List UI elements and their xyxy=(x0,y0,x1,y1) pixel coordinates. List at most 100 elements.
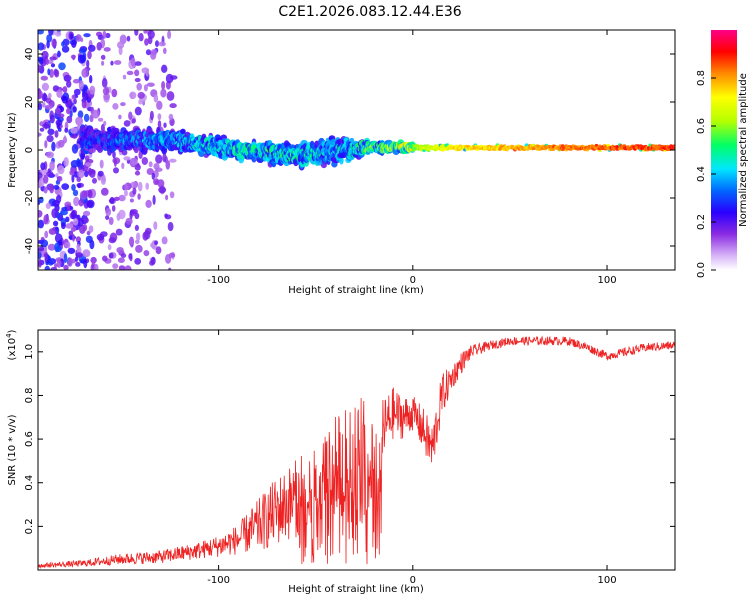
spectrogram-cell xyxy=(44,104,53,110)
spectrogram-cell xyxy=(129,253,133,262)
spectrogram-cell xyxy=(62,86,68,93)
spectrogram-cell xyxy=(88,225,94,233)
spectrogram-x-ticks: -100 0 100 xyxy=(207,30,617,286)
spectrogram-cell xyxy=(124,183,129,191)
spectrogram-cell xyxy=(83,113,90,123)
spectrogram-cell xyxy=(116,247,124,254)
spectrogram-cell xyxy=(134,239,140,244)
spectrogram-cell xyxy=(149,110,154,121)
spectrogram-cell xyxy=(56,194,62,204)
spectrogram-cell xyxy=(49,114,55,124)
spectrogram-cell xyxy=(55,173,59,178)
spectrogram-cell xyxy=(44,230,49,239)
spectrogram-cell xyxy=(78,48,87,54)
spectrogram-cell xyxy=(51,141,56,152)
spectrogram-cell xyxy=(72,106,77,113)
x-tick-label: -100 xyxy=(207,275,230,286)
spectrogram-cell xyxy=(134,69,140,77)
spectrogram-cell xyxy=(53,263,58,268)
spectrogram-cell xyxy=(142,231,149,241)
spectrogram-cell xyxy=(81,99,87,109)
spectrogram-cell xyxy=(46,151,54,159)
spectrogram-cell xyxy=(145,199,152,208)
spectrogram-cell xyxy=(148,161,153,168)
spectrogram-cell xyxy=(92,177,97,184)
spectrogram-cell xyxy=(114,60,122,65)
spectrogram-cell xyxy=(99,159,104,169)
spectrogram-cell xyxy=(129,198,134,203)
spectrogram-cell xyxy=(160,88,167,98)
spectrogram-cell xyxy=(71,39,77,48)
spectrogram-cell xyxy=(63,264,69,270)
spectrogram-cell xyxy=(138,99,143,105)
spectrogram-cell xyxy=(38,132,42,137)
spectrogram-cell xyxy=(76,176,81,182)
spectrogram-cell xyxy=(105,32,111,39)
spectrogram-cell xyxy=(38,42,45,51)
spectrogram-cell xyxy=(77,110,84,119)
spectrogram-cell xyxy=(43,214,49,225)
spectrogram-cell xyxy=(49,68,54,78)
spectrogram-cell xyxy=(150,51,157,60)
spectrogram-cell xyxy=(75,34,82,42)
spectrogram-cell xyxy=(111,88,118,98)
spectrogram-cell xyxy=(86,59,90,69)
spectrogram-cell xyxy=(80,37,84,43)
spectrogram-cell xyxy=(43,174,49,184)
spectrogram-cell xyxy=(51,38,57,48)
spectrogram-cell xyxy=(145,68,149,77)
spectrogram-cell xyxy=(112,103,119,110)
spectrogram-cell xyxy=(60,209,68,216)
spectrogram-cell xyxy=(72,189,79,197)
spectrogram-cell xyxy=(134,77,141,83)
spectrogram-cell xyxy=(116,212,121,221)
spectrogram-cell xyxy=(74,256,79,262)
spectrogram-cell xyxy=(150,242,156,248)
spectrogram-cell xyxy=(42,123,50,129)
spectrogram-cell xyxy=(157,179,165,188)
spectrogram-cell xyxy=(48,92,52,99)
spectrogram-cell xyxy=(54,130,59,138)
spectrogram-cell xyxy=(86,199,95,209)
snr-y-multiplier-exponent: 4 xyxy=(5,333,13,338)
spectrogram-cell xyxy=(75,116,83,126)
spectrogram-cell xyxy=(45,202,51,209)
spectrogram-cell xyxy=(83,210,91,217)
spectrogram-cell xyxy=(82,92,89,100)
spectrogram-cell xyxy=(147,36,153,45)
spectrogram-cell xyxy=(161,81,166,90)
spectrogram-cell xyxy=(38,30,44,35)
spectrogram-cell xyxy=(103,47,111,52)
spectrogram-cell xyxy=(61,183,70,191)
spectrogram-cell xyxy=(38,219,45,229)
spectrogram-cell xyxy=(64,242,70,248)
spectrogram-cell xyxy=(169,191,175,199)
spectrogram-cell xyxy=(162,152,167,163)
spectrogram-cell xyxy=(112,150,116,159)
spectrogram-cell xyxy=(63,253,68,264)
spectrogram-cell xyxy=(128,111,133,120)
spectrogram-cell xyxy=(57,50,61,58)
spectrogram-cell xyxy=(88,148,96,154)
spectrogram-cell xyxy=(67,99,72,106)
x-tick-label: 100 xyxy=(597,275,616,286)
spectrogram-cell xyxy=(38,246,45,252)
spectrogram-cell xyxy=(40,239,49,248)
spectrogram-cell xyxy=(38,64,41,73)
spectrogram-cell xyxy=(83,258,88,269)
snr-y-ticks: 0.2 0.4 0.6 0.8 1.0 xyxy=(24,344,675,534)
spectrogram-cell xyxy=(672,146,675,151)
spectrogram-cell xyxy=(38,90,43,99)
spectrogram-cell xyxy=(66,80,72,88)
snr-frame xyxy=(37,329,676,571)
spectrogram-cell xyxy=(154,240,159,245)
spectrogram-cell xyxy=(165,194,169,201)
spectrogram-cell xyxy=(75,261,81,267)
spectrogram-cell xyxy=(135,244,143,253)
spectrogram-cell xyxy=(102,255,108,262)
spectrogram-cell xyxy=(111,205,116,212)
spectrogram-cell xyxy=(132,187,137,195)
y-tick-label: 40 xyxy=(24,48,35,61)
spectrogram-cell xyxy=(84,170,89,178)
spectrogram-cell xyxy=(672,144,675,148)
